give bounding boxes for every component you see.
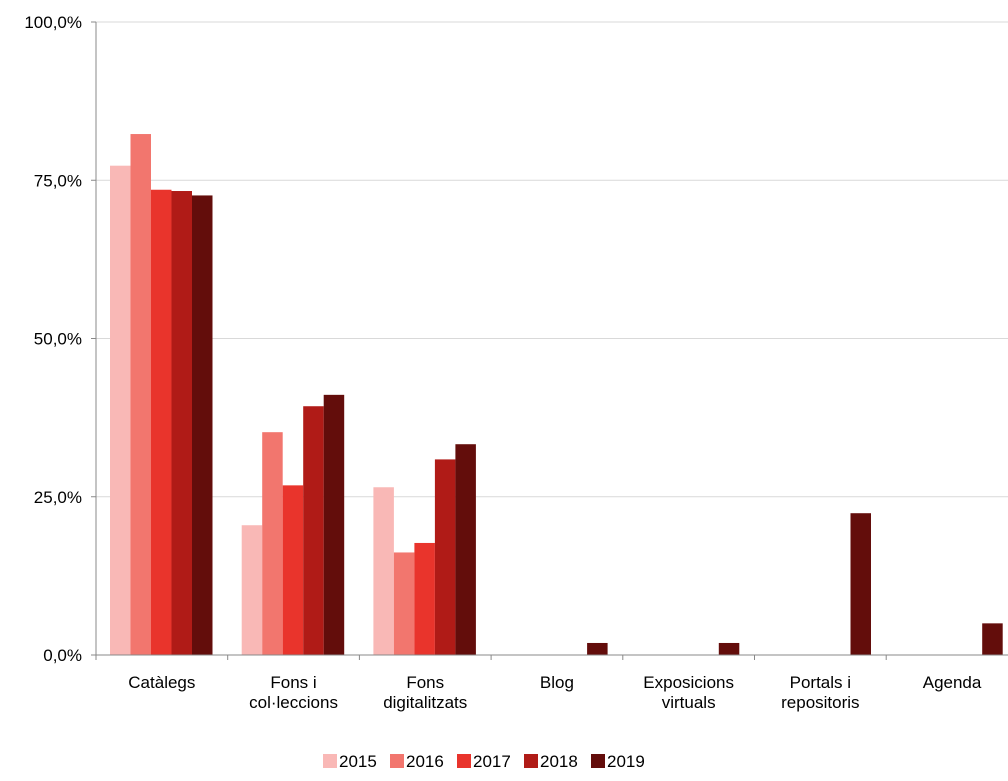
- bar-2016-2: [393, 552, 415, 655]
- gridlines: [96, 21, 1008, 498]
- x-tick-labels: Catàlegs Fons i col·leccions Fons digitalitz…: [128, 673, 982, 712]
- bar-2016-1: [262, 432, 283, 655]
- x-tick-label: Exposicions virtuals: [643, 673, 734, 712]
- bar-2019-4: [718, 642, 740, 655]
- x-tick-label: Blog: [540, 673, 574, 692]
- legend-label: 2018: [540, 752, 578, 771]
- y-tick-labels: 0,0% 25,0% 50,0% 75,0% 100,0%: [24, 13, 82, 665]
- bar-2019-3: [587, 642, 608, 655]
- legend-swatch: [390, 754, 404, 768]
- bar-2015-0: [110, 165, 131, 656]
- bar-2018-2: [434, 459, 456, 655]
- x-tick-label: Fons i col·leccions: [249, 673, 338, 712]
- bar-2018-1: [303, 406, 324, 655]
- bar-2017-1: [282, 485, 304, 655]
- bar-2015-1: [241, 525, 263, 655]
- legend-label: 2019: [607, 752, 645, 771]
- y-tick-label: 25,0%: [34, 488, 82, 507]
- bar-2019-1: [323, 394, 345, 655]
- bars: [110, 134, 1003, 656]
- y-tick-label: 75,0%: [34, 171, 82, 190]
- y-tick-label: 50,0%: [34, 330, 82, 349]
- legend: 2015 2016 2017 2018 2019: [323, 752, 645, 771]
- legend-swatch: [524, 754, 538, 768]
- bar-2018-0: [171, 191, 192, 656]
- x-tick-label: Fons digitalitzats: [383, 673, 467, 712]
- axes: [91, 21, 1008, 660]
- legend-swatch: [323, 754, 337, 768]
- bar-2015-2: [373, 487, 394, 655]
- bar-2016-0: [130, 134, 151, 655]
- legend-swatch: [591, 754, 605, 768]
- legend-swatch: [457, 754, 471, 768]
- bar-2017-0: [151, 189, 172, 655]
- bar-2019-2: [455, 444, 476, 655]
- y-tick-label: 100,0%: [24, 13, 82, 32]
- bar-2019-0: [192, 195, 213, 655]
- x-tick-label: Catàlegs: [128, 673, 195, 692]
- x-tick-label: Portals i repositoris: [781, 673, 859, 712]
- bar-2019-5: [850, 513, 871, 655]
- y-tick-label: 0,0%: [43, 646, 82, 665]
- legend-label: 2016: [406, 752, 444, 771]
- bar-2019-6: [982, 623, 1003, 655]
- bar-2017-2: [414, 542, 435, 655]
- x-tick-label: Agenda: [923, 673, 982, 692]
- legend-label: 2015: [339, 752, 377, 771]
- legend-label: 2017: [473, 752, 511, 771]
